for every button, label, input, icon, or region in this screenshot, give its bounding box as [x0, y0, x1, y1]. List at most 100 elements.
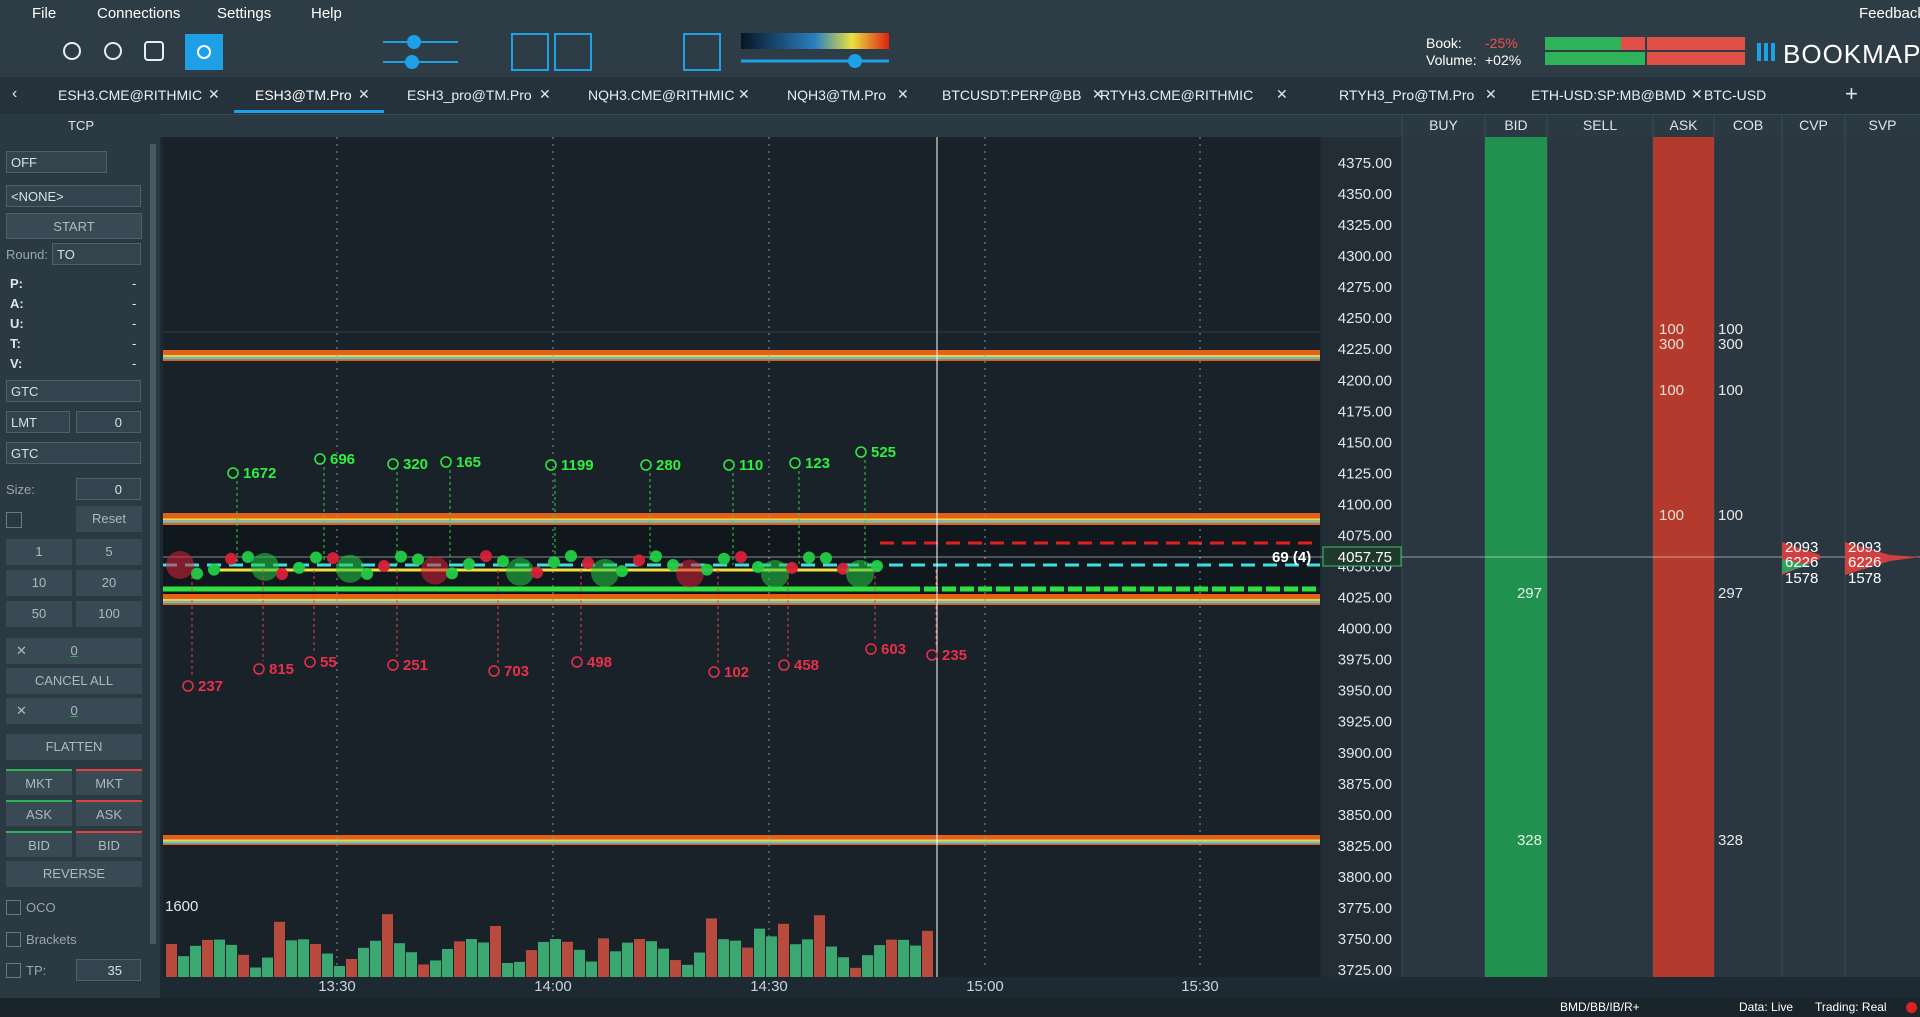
tab[interactable]: ESH3.CME@RITHMIC	[58, 87, 203, 103]
round-dropdown[interactable]: TO	[52, 243, 141, 265]
sell-trade-label: 703	[504, 663, 529, 680]
volume-bar	[166, 944, 177, 977]
size-input[interactable]: 0	[76, 478, 141, 500]
heatmap-palette[interactable]	[741, 33, 889, 49]
tab[interactable]: RTYH3.CME@RITHMIC	[1100, 87, 1254, 103]
price-label: 3725.00	[1338, 962, 1392, 979]
size-button[interactable]: 1	[6, 539, 72, 565]
order-button[interactable]: ASK	[6, 800, 72, 826]
volume-bar	[898, 939, 909, 977]
tp-checkbox[interactable]	[6, 963, 21, 978]
tp-input[interactable]: 35	[76, 959, 141, 981]
tab-close[interactable]: ✕	[738, 86, 750, 102]
menu-item[interactable]: Connections	[97, 5, 181, 22]
buy-trade-icon	[545, 459, 557, 471]
tab[interactable]: NQH3@TM.Pro	[787, 87, 886, 103]
strategy-dropdown[interactable]: <NONE>	[6, 185, 141, 207]
cancel-all-button[interactable]: CANCEL ALL	[6, 668, 142, 694]
tab-close[interactable]: ✕	[1092, 86, 1104, 102]
tab-close[interactable]: ✕	[1276, 86, 1288, 102]
price-label: 4275.00	[1338, 279, 1392, 296]
tab[interactable]: ETH-USD:SP:MB@BMD	[1531, 87, 1686, 103]
tab-close[interactable]: ✕	[897, 86, 909, 102]
feedback[interactable]: Feedback	[1859, 5, 1920, 22]
order-button[interactable]: MKT	[76, 769, 142, 795]
volume-bar	[202, 939, 213, 977]
volume-label: Volume:	[1426, 52, 1477, 68]
volume-bar	[430, 960, 441, 977]
data-status: Data: Live	[1739, 1000, 1794, 1014]
checkbox[interactable]	[6, 512, 22, 528]
lock-tool[interactable]	[683, 33, 721, 71]
menu-item[interactable]: File	[32, 5, 57, 22]
menu-item[interactable]: Settings	[217, 5, 272, 22]
order-type-dropdown[interactable]: LMT	[6, 411, 70, 433]
flatten-button[interactable]: FLATTEN	[6, 734, 142, 760]
order-button[interactable]: MKT	[6, 769, 72, 795]
buy-trade-label: 280	[656, 457, 681, 474]
heatmap-slider[interactable]	[848, 54, 862, 68]
order-button[interactable]: ASK	[76, 800, 142, 826]
share-tool[interactable]	[185, 34, 223, 70]
crosshair-tool[interactable]	[554, 33, 592, 71]
offset-input[interactable]: 0	[76, 411, 141, 433]
tif-dropdown[interactable]: GTC	[6, 380, 141, 402]
tab-close[interactable]: ✕	[1485, 86, 1497, 102]
sell-trade-label: 498	[587, 654, 612, 671]
start-button[interactable]: START	[6, 213, 142, 239]
size-button[interactable]: 5	[76, 539, 142, 565]
size-button[interactable]: 20	[76, 570, 142, 596]
column-header: SELL	[1583, 117, 1617, 133]
chat-tool[interactable]	[511, 33, 549, 71]
volume-bar	[646, 941, 657, 977]
price-label: 4150.00	[1338, 434, 1392, 451]
reverse-button[interactable]: REVERSE	[6, 861, 142, 887]
volume-bar	[562, 941, 573, 977]
tab-scroll-left[interactable]: ‹	[12, 85, 18, 102]
heatmap-band	[163, 839, 1320, 842]
tif-dropdown[interactable]: GTC	[6, 442, 141, 464]
trade-dot	[293, 561, 305, 574]
size-button[interactable]: 10	[6, 570, 72, 596]
trade-dot	[846, 559, 874, 588]
volume-bar	[298, 939, 309, 977]
cancel-count[interactable]: ✕ 0	[6, 638, 142, 664]
oco-checkbox[interactable]	[6, 900, 21, 915]
sell-trade-label: 815	[269, 661, 294, 678]
brackets-checkbox[interactable]	[6, 932, 21, 947]
stat-label: U:	[10, 316, 24, 331]
contrast-slider[interactable]	[405, 55, 419, 69]
reset-button[interactable]: Reset	[76, 506, 142, 532]
size-button[interactable]: 100	[76, 601, 142, 627]
stat-label: V:	[10, 356, 23, 371]
brightness-slider[interactable]	[407, 35, 421, 49]
tab[interactable]: NQH3.CME@RITHMIC	[588, 87, 735, 103]
tab-close[interactable]: ✕	[539, 86, 551, 102]
mode-dropdown[interactable]: OFF	[6, 151, 107, 173]
tab-close[interactable]: ✕	[358, 86, 370, 102]
tab[interactable]: BTC-USD	[1704, 87, 1767, 103]
volume-bar	[274, 921, 285, 977]
tab-close[interactable]: ✕	[208, 86, 220, 102]
zoom-out[interactable]	[104, 42, 122, 60]
zoom-fit[interactable]	[144, 41, 164, 61]
trade-dot	[480, 550, 492, 563]
tab[interactable]: BTCUSDT:PERP@BB	[942, 87, 1082, 103]
tab-close[interactable]: ✕	[1691, 86, 1703, 102]
scrollbar[interactable]	[150, 144, 156, 944]
size-button[interactable]: 50	[6, 601, 72, 627]
flatten-count[interactable]: ✕ 0	[6, 698, 142, 724]
column-header: SVP	[1868, 117, 1896, 133]
add-tab[interactable]: +	[1845, 81, 1858, 106]
order-button[interactable]: BID	[76, 831, 142, 857]
sell-trade-label: 102	[724, 664, 749, 681]
volume-bar	[550, 939, 561, 977]
zoom-in[interactable]	[63, 42, 81, 60]
tab[interactable]: RTYH3_Pro@TM.Pro	[1339, 87, 1475, 103]
tab[interactable]: ESH3@TM.Pro	[255, 87, 352, 103]
tab[interactable]: ESH3_pro@TM.Pro	[407, 87, 532, 103]
menu-item[interactable]: Help	[311, 5, 342, 22]
price-label: 4250.00	[1338, 310, 1392, 327]
order-button[interactable]: BID	[6, 831, 72, 857]
volume-bar	[406, 952, 417, 977]
